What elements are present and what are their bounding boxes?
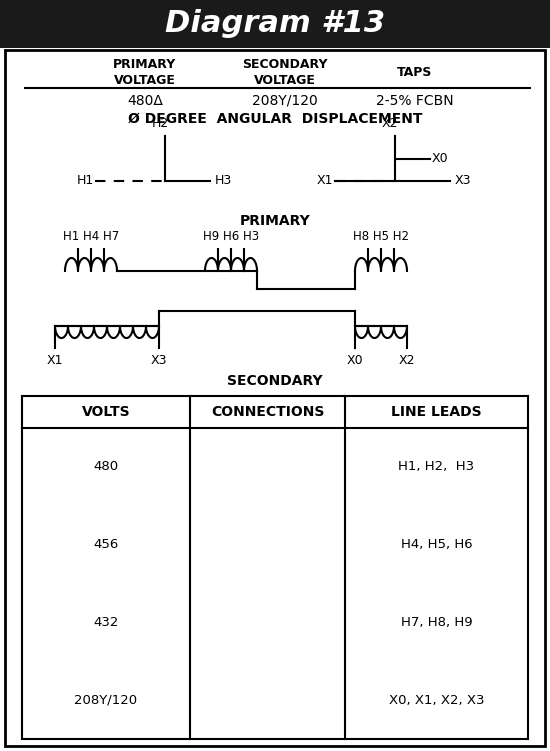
Text: X2: X2 — [399, 354, 415, 367]
Text: H3: H3 — [215, 174, 232, 188]
Text: PRIMARY
VOLTAGE: PRIMARY VOLTAGE — [113, 59, 177, 88]
Text: X0: X0 — [346, 354, 364, 367]
Text: X0: X0 — [432, 152, 449, 165]
Text: 480: 480 — [94, 460, 119, 473]
Text: SECONDARY: SECONDARY — [227, 374, 323, 388]
Text: X2: X2 — [382, 117, 398, 130]
Text: X1: X1 — [317, 174, 333, 188]
Text: H4, H5, H6: H4, H5, H6 — [401, 538, 472, 551]
FancyBboxPatch shape — [0, 0, 550, 48]
Text: H9 H6 H3: H9 H6 H3 — [203, 230, 259, 243]
Text: PRIMARY: PRIMARY — [240, 214, 310, 228]
Text: X1: X1 — [47, 354, 63, 367]
Text: X0, X1, X2, X3: X0, X1, X2, X3 — [389, 694, 484, 707]
Text: SECONDARY
VOLTAGE: SECONDARY VOLTAGE — [242, 59, 328, 88]
Text: CONNECTIONS: CONNECTIONS — [211, 405, 324, 419]
Text: 480Δ: 480Δ — [127, 94, 163, 108]
Text: 208Y/120: 208Y/120 — [252, 94, 318, 108]
Text: H8 H5 H2: H8 H5 H2 — [353, 230, 409, 243]
Text: 432: 432 — [94, 616, 119, 629]
Text: 2-5% FCBN: 2-5% FCBN — [376, 94, 454, 108]
Text: VOLTS: VOLTS — [82, 405, 130, 419]
Text: H1: H1 — [77, 174, 94, 188]
Text: X3: X3 — [455, 174, 471, 188]
Text: H1 H4 H7: H1 H4 H7 — [63, 230, 119, 243]
Text: H1, H2,  H3: H1, H2, H3 — [398, 460, 475, 473]
Text: H7, H8, H9: H7, H8, H9 — [401, 616, 472, 629]
Text: 208Y/120: 208Y/120 — [74, 694, 138, 707]
Text: LINE LEADS: LINE LEADS — [391, 405, 482, 419]
Text: H2: H2 — [151, 117, 169, 130]
Text: TAPS: TAPS — [397, 67, 433, 80]
Text: Diagram #13: Diagram #13 — [165, 10, 385, 38]
Text: 456: 456 — [94, 538, 119, 551]
Text: Ø DEGREE  ANGULAR  DISPLACEMENT: Ø DEGREE ANGULAR DISPLACEMENT — [128, 112, 422, 126]
Text: X3: X3 — [151, 354, 167, 367]
